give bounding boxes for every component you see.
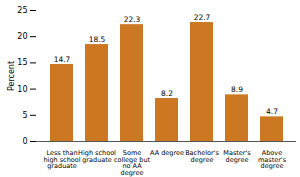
svg-text:15: 15 bbox=[17, 58, 27, 67]
svg-text:AA degree: AA degree bbox=[150, 149, 184, 157]
svg-text:10: 10 bbox=[17, 85, 27, 94]
svg-text:Bachelor'sdegree: Bachelor'sdegree bbox=[185, 149, 219, 164]
svg-text:25: 25 bbox=[17, 6, 27, 15]
svg-text:5: 5 bbox=[22, 111, 27, 120]
svg-text:High schoolgraduate: High schoolgraduate bbox=[78, 149, 116, 164]
svg-text:0: 0 bbox=[22, 137, 27, 146]
svg-text:22.3: 22.3 bbox=[124, 15, 141, 24]
svg-text:Somecollege butno AAdegree: Somecollege butno AAdegree bbox=[114, 149, 151, 177]
svg-text:8.2: 8.2 bbox=[161, 89, 173, 98]
svg-text:14.7: 14.7 bbox=[54, 55, 71, 64]
svg-text:20: 20 bbox=[17, 32, 27, 41]
svg-text:Less thanhigh schoolgraduate: Less thanhigh schoolgraduate bbox=[43, 149, 80, 170]
svg-text:18.5: 18.5 bbox=[89, 35, 106, 44]
svg-text:4.7: 4.7 bbox=[266, 107, 278, 116]
svg-text:Percent: Percent bbox=[7, 61, 16, 91]
svg-text:8.9: 8.9 bbox=[231, 85, 243, 94]
svg-text:Master'sdegree: Master'sdegree bbox=[223, 149, 251, 164]
svg-text:22.7: 22.7 bbox=[194, 13, 211, 22]
svg-text:Abovemaster'sdegree: Abovemaster'sdegree bbox=[258, 149, 287, 170]
